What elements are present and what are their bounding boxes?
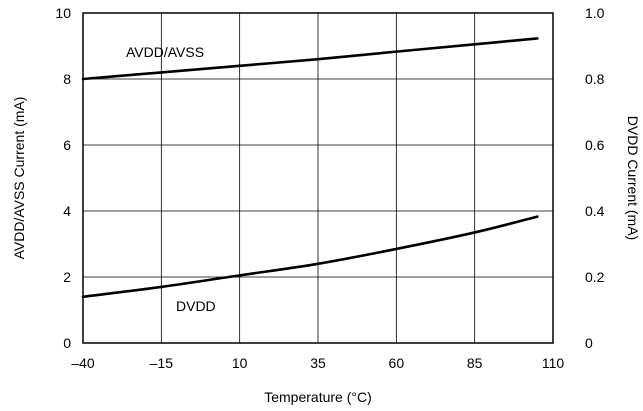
tick-labels: –40 –15 10 35 60 85 110 0 2 4 6 8 10 0 0.2 0.4 0.6 0.8 1.0 <box>55 5 604 371</box>
series-label-dvdd: DVDD <box>176 298 216 314</box>
series-layer <box>81 37 539 299</box>
y-axis-left-title: AVDD/AVSS Current (mA) <box>11 97 27 260</box>
series-line-dvdd <box>81 215 539 299</box>
x-tick-label: 85 <box>467 355 483 371</box>
y-left-tick-label: 6 <box>63 137 71 153</box>
y-axis-right-title: DVDD Current (mA) <box>625 116 641 240</box>
series-label-avdd-avss: AVDD/AVSS <box>126 44 204 60</box>
plot-frame <box>82 12 554 344</box>
series-line-avdd-avss <box>81 37 539 81</box>
y-left-tick-label: 4 <box>63 203 71 219</box>
x-tick-label: 60 <box>389 355 405 371</box>
y-right-tick-label: 0.2 <box>585 269 605 285</box>
x-tick-label: –40 <box>71 355 95 371</box>
y-right-tick-label: 0.4 <box>585 203 605 219</box>
y-left-tick-label: 8 <box>63 71 71 87</box>
x-tick-label: 10 <box>232 355 248 371</box>
y-right-tick-label: 0 <box>585 335 593 351</box>
y-left-tick-label: 0 <box>63 335 71 351</box>
x-axis-title: Temperature (°C) <box>264 389 372 405</box>
x-tick-label: 110 <box>542 355 565 371</box>
y-left-tick-label: 2 <box>63 269 71 285</box>
y-right-tick-label: 1.0 <box>585 5 605 21</box>
y-right-tick-label: 0.8 <box>585 71 605 87</box>
x-tick-label: 35 <box>310 355 326 371</box>
y-left-tick-label: 10 <box>55 5 71 21</box>
y-right-tick-label: 0.6 <box>585 137 605 153</box>
x-tick-label: –15 <box>150 355 174 371</box>
grid-lines <box>83 13 553 343</box>
